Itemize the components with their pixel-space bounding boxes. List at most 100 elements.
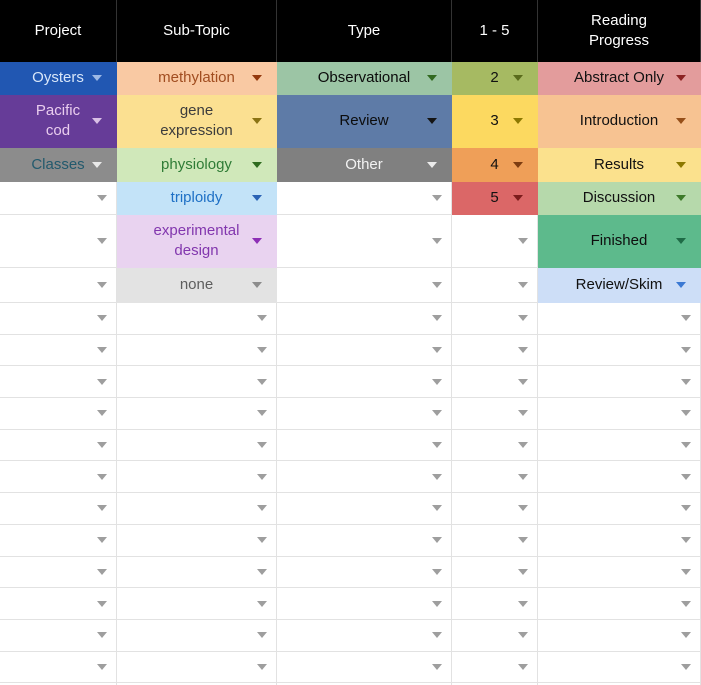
dropdown-arrow-icon[interactable] xyxy=(257,600,267,607)
dropdown-cell-empty[interactable] xyxy=(277,182,452,215)
dropdown-chip-review[interactable]: Review xyxy=(277,95,452,148)
dropdown-arrow-icon[interactable] xyxy=(97,473,107,480)
dropdown-arrow-icon[interactable] xyxy=(676,195,686,201)
dropdown-cell-empty[interactable] xyxy=(0,683,117,685)
dropdown-arrow-icon[interactable] xyxy=(257,410,267,417)
dropdown-arrow-icon[interactable] xyxy=(432,473,442,480)
dropdown-cell-empty[interactable] xyxy=(277,651,452,684)
dropdown-cell-empty[interactable] xyxy=(277,398,452,430)
dropdown-cell-empty[interactable] xyxy=(452,588,538,620)
dropdown-cell-empty[interactable] xyxy=(0,366,117,399)
dropdown-arrow-icon[interactable] xyxy=(513,161,523,168)
dropdown-arrow-icon[interactable] xyxy=(92,118,102,124)
dropdown-cell-empty[interactable] xyxy=(452,303,538,335)
dropdown-cell-empty[interactable] xyxy=(452,493,538,525)
dropdown-arrow-icon[interactable] xyxy=(257,442,267,449)
dropdown-arrow-icon[interactable] xyxy=(427,161,437,168)
dropdown-arrow-icon[interactable] xyxy=(432,238,442,244)
dropdown-arrow-icon[interactable] xyxy=(432,378,442,385)
dropdown-cell-empty[interactable] xyxy=(277,619,452,652)
dropdown-cell-empty[interactable] xyxy=(117,303,277,335)
dropdown-arrow-icon[interactable] xyxy=(97,238,107,244)
dropdown-arrow-icon[interactable] xyxy=(97,378,107,385)
dropdown-cell-empty[interactable] xyxy=(277,461,452,494)
dropdown-chip-gene-expression[interactable]: gene expression xyxy=(117,95,277,148)
dropdown-cell-empty[interactable] xyxy=(117,619,277,652)
dropdown-cell-empty[interactable] xyxy=(117,683,277,685)
dropdown-cell-empty[interactable] xyxy=(117,366,277,399)
dropdown-cell-empty[interactable] xyxy=(452,619,538,652)
dropdown-cell-empty[interactable] xyxy=(452,461,538,494)
dropdown-chip-classes[interactable]: Classes xyxy=(0,148,117,182)
dropdown-chip-discussion[interactable]: Discussion xyxy=(538,182,701,215)
dropdown-cell-empty[interactable] xyxy=(452,556,538,589)
dropdown-cell-empty[interactable] xyxy=(0,619,117,652)
dropdown-cell-empty[interactable] xyxy=(0,303,117,335)
dropdown-cell-empty[interactable] xyxy=(452,366,538,399)
dropdown-arrow-icon[interactable] xyxy=(252,118,262,124)
dropdown-cell-empty[interactable] xyxy=(0,182,117,215)
dropdown-cell-empty[interactable] xyxy=(117,493,277,525)
dropdown-cell-empty[interactable] xyxy=(277,215,452,268)
dropdown-cell-empty[interactable] xyxy=(117,429,277,462)
dropdown-chip-introduction[interactable]: Introduction xyxy=(538,95,701,148)
dropdown-chip-3[interactable]: 3 xyxy=(452,95,538,148)
dropdown-arrow-icon[interactable] xyxy=(518,568,528,575)
dropdown-cell-empty[interactable] xyxy=(0,651,117,684)
dropdown-arrow-icon[interactable] xyxy=(681,410,691,417)
dropdown-cell-empty[interactable] xyxy=(538,334,701,367)
dropdown-arrow-icon[interactable] xyxy=(518,442,528,449)
dropdown-cell-empty[interactable] xyxy=(277,366,452,399)
dropdown-arrow-icon[interactable] xyxy=(257,568,267,575)
dropdown-arrow-icon[interactable] xyxy=(432,347,442,354)
dropdown-cell-empty[interactable] xyxy=(0,461,117,494)
dropdown-cell-empty[interactable] xyxy=(117,398,277,430)
dropdown-chip-other[interactable]: Other xyxy=(277,148,452,182)
dropdown-arrow-icon[interactable] xyxy=(97,632,107,639)
dropdown-cell-empty[interactable] xyxy=(538,398,701,430)
dropdown-chip-4[interactable]: 4 xyxy=(452,148,538,182)
dropdown-cell-empty[interactable] xyxy=(277,524,452,557)
dropdown-arrow-icon[interactable] xyxy=(518,238,528,244)
dropdown-arrow-icon[interactable] xyxy=(432,505,442,512)
dropdown-arrow-icon[interactable] xyxy=(92,75,102,81)
dropdown-arrow-icon[interactable] xyxy=(676,75,686,81)
dropdown-arrow-icon[interactable] xyxy=(432,410,442,417)
dropdown-arrow-icon[interactable] xyxy=(432,442,442,449)
dropdown-arrow-icon[interactable] xyxy=(97,347,107,354)
dropdown-cell-empty[interactable] xyxy=(452,651,538,684)
dropdown-cell-empty[interactable] xyxy=(277,588,452,620)
dropdown-arrow-icon[interactable] xyxy=(252,238,262,244)
dropdown-arrow-icon[interactable] xyxy=(257,347,267,354)
dropdown-chip-2[interactable]: 2 xyxy=(452,62,538,95)
dropdown-cell-empty[interactable] xyxy=(452,334,538,367)
dropdown-cell-empty[interactable] xyxy=(452,215,538,268)
dropdown-cell-empty[interactable] xyxy=(538,588,701,620)
dropdown-cell-empty[interactable] xyxy=(538,556,701,589)
dropdown-chip-oysters[interactable]: Oysters xyxy=(0,62,117,95)
dropdown-arrow-icon[interactable] xyxy=(257,632,267,639)
dropdown-arrow-icon[interactable] xyxy=(681,568,691,575)
dropdown-arrow-icon[interactable] xyxy=(97,195,107,201)
dropdown-cell-empty[interactable] xyxy=(452,524,538,557)
dropdown-cell-empty[interactable] xyxy=(277,556,452,589)
dropdown-cell-empty[interactable] xyxy=(277,334,452,367)
dropdown-arrow-icon[interactable] xyxy=(97,537,107,544)
dropdown-cell-empty[interactable] xyxy=(0,334,117,367)
dropdown-chip-none[interactable]: none xyxy=(117,268,277,303)
dropdown-arrow-icon[interactable] xyxy=(513,75,523,81)
dropdown-cell-empty[interactable] xyxy=(538,651,701,684)
dropdown-cell-empty[interactable] xyxy=(117,588,277,620)
dropdown-arrow-icon[interactable] xyxy=(252,161,262,168)
dropdown-arrow-icon[interactable] xyxy=(676,282,686,288)
dropdown-arrow-icon[interactable] xyxy=(257,505,267,512)
dropdown-chip-5[interactable]: 5 xyxy=(452,182,538,215)
dropdown-arrow-icon[interactable] xyxy=(257,663,267,670)
dropdown-arrow-icon[interactable] xyxy=(432,315,442,322)
dropdown-arrow-icon[interactable] xyxy=(681,537,691,544)
dropdown-arrow-icon[interactable] xyxy=(518,600,528,607)
dropdown-arrow-icon[interactable] xyxy=(681,442,691,449)
dropdown-arrow-icon[interactable] xyxy=(513,118,523,124)
dropdown-cell-empty[interactable] xyxy=(538,303,701,335)
dropdown-cell-empty[interactable] xyxy=(0,524,117,557)
